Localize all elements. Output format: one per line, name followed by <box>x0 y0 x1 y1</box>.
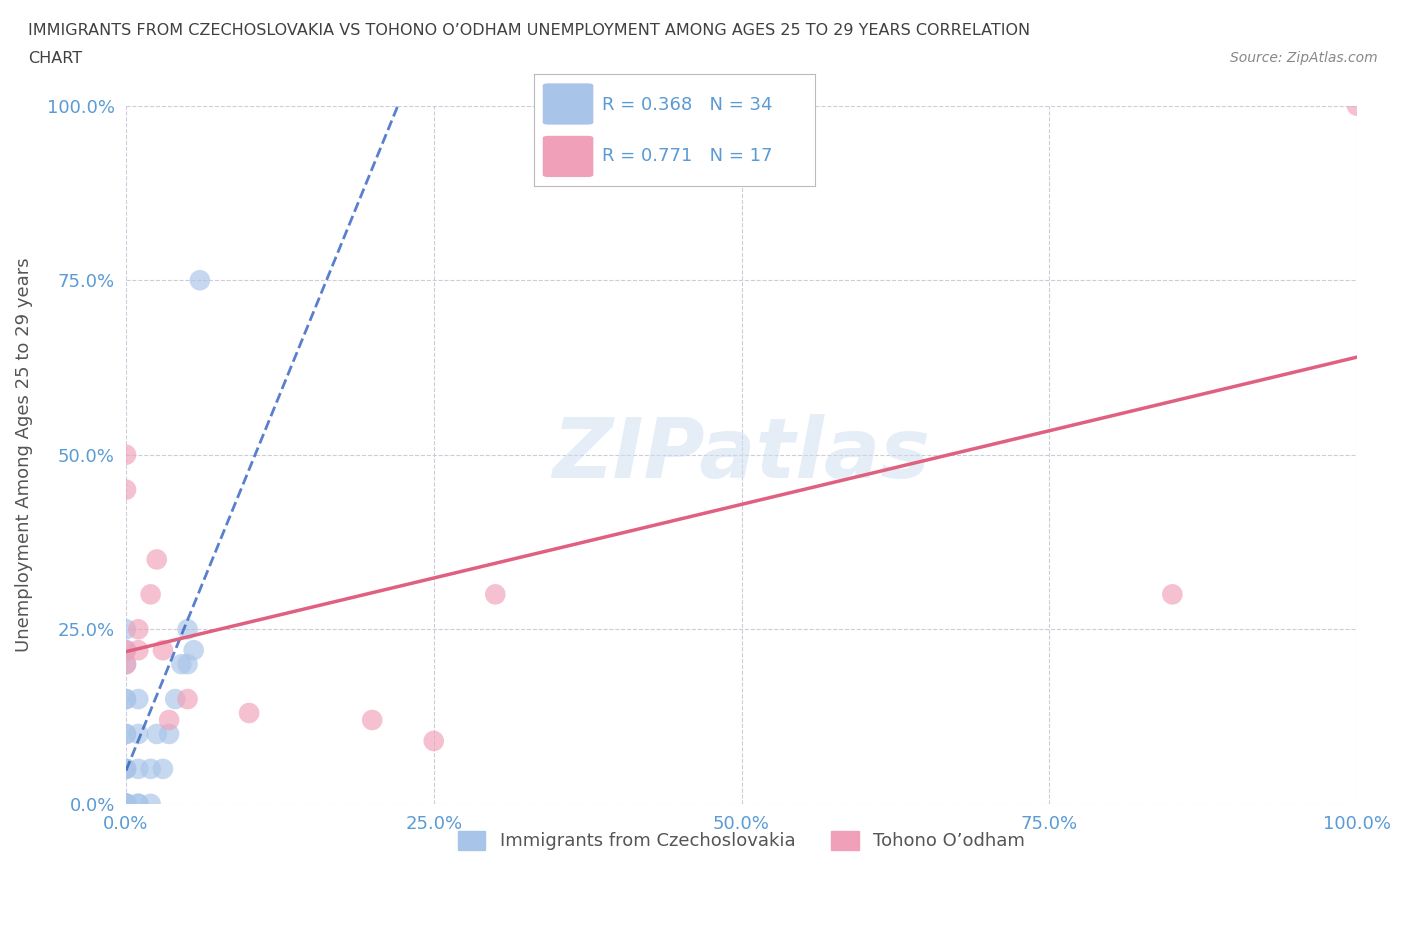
Point <box>115 796 138 811</box>
Text: R = 0.368   N = 34: R = 0.368 N = 34 <box>602 96 772 113</box>
Point <box>422 734 444 749</box>
Point <box>115 762 138 777</box>
Point <box>484 587 506 602</box>
Point <box>115 482 138 497</box>
Point <box>1161 587 1184 602</box>
Point <box>127 796 149 811</box>
Point <box>115 796 138 811</box>
Point <box>176 622 198 637</box>
Text: CHART: CHART <box>28 51 82 66</box>
Point <box>127 726 149 741</box>
Point <box>115 692 138 707</box>
Text: ZIPatlas: ZIPatlas <box>553 414 931 496</box>
Point <box>1346 99 1368 113</box>
Y-axis label: Unemployment Among Ages 25 to 29 years: Unemployment Among Ages 25 to 29 years <box>15 258 32 652</box>
Point <box>127 643 149 658</box>
Point <box>115 796 138 811</box>
Point <box>183 643 205 658</box>
Point <box>115 796 138 811</box>
Point <box>188 272 211 287</box>
FancyBboxPatch shape <box>543 84 593 125</box>
Point <box>146 726 169 741</box>
Point <box>170 657 193 671</box>
Text: Source: ZipAtlas.com: Source: ZipAtlas.com <box>1230 51 1378 65</box>
Text: IMMIGRANTS FROM CZECHOSLOVAKIA VS TOHONO O’ODHAM UNEMPLOYMENT AMONG AGES 25 TO 2: IMMIGRANTS FROM CZECHOSLOVAKIA VS TOHONO… <box>28 23 1031 38</box>
Point <box>115 796 138 811</box>
Point <box>127 796 149 811</box>
Point <box>115 643 138 658</box>
Point <box>127 692 149 707</box>
Point <box>361 712 384 727</box>
Point <box>115 657 138 671</box>
Point <box>139 796 162 811</box>
Point <box>139 587 162 602</box>
Point <box>115 762 138 777</box>
Point <box>176 657 198 671</box>
Point <box>146 552 169 567</box>
Point <box>115 692 138 707</box>
Point <box>115 796 138 811</box>
Point <box>115 796 138 811</box>
Point <box>115 643 138 658</box>
Legend: Immigrants from Czechoslovakia, Tohono O’odham: Immigrants from Czechoslovakia, Tohono O… <box>451 824 1032 857</box>
Point <box>115 726 138 741</box>
FancyBboxPatch shape <box>543 136 593 177</box>
Point <box>115 447 138 462</box>
Point <box>176 692 198 707</box>
Point <box>139 762 162 777</box>
Point <box>165 692 187 707</box>
Point <box>152 643 174 658</box>
Point <box>115 796 138 811</box>
Point <box>157 712 180 727</box>
Point <box>238 706 260 721</box>
Point <box>115 622 138 637</box>
Point <box>115 726 138 741</box>
Point <box>127 622 149 637</box>
Point <box>115 762 138 777</box>
Point <box>157 726 180 741</box>
Point <box>115 657 138 671</box>
Point <box>152 762 174 777</box>
Point <box>127 762 149 777</box>
Text: R = 0.771   N = 17: R = 0.771 N = 17 <box>602 147 772 165</box>
